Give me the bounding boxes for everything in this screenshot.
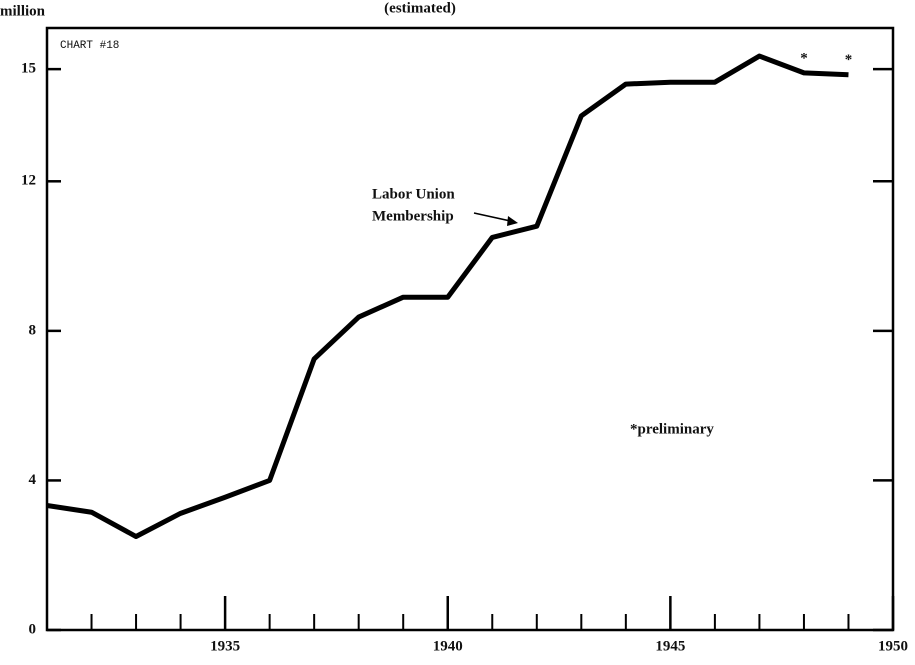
annotation-star: * xyxy=(845,52,853,68)
arrow-head xyxy=(507,216,518,226)
chart-id: CHART #18 xyxy=(60,40,119,52)
chart-title: (estimated) xyxy=(384,0,456,16)
y-tick-label: 4 xyxy=(29,472,37,488)
y-tick-label: 0 xyxy=(29,621,37,637)
series-label: Membership xyxy=(372,208,454,224)
annotation: *preliminary xyxy=(630,421,714,437)
y-tick-label: 12 xyxy=(21,173,36,189)
x-tick-label: 1950 xyxy=(878,638,908,654)
series-label: Labor Union xyxy=(372,186,455,202)
data-line xyxy=(46,53,849,540)
x-tick-label: 1940 xyxy=(433,638,463,654)
y-tick-label: 8 xyxy=(29,322,37,338)
plot-frame xyxy=(45,26,895,632)
y-axis-label: million xyxy=(0,3,46,19)
y-tick-label: 15 xyxy=(21,61,36,77)
x-tick-label: 1935 xyxy=(210,638,240,654)
x-tick-label: 1945 xyxy=(655,638,685,654)
annotation-star: * xyxy=(800,50,808,66)
